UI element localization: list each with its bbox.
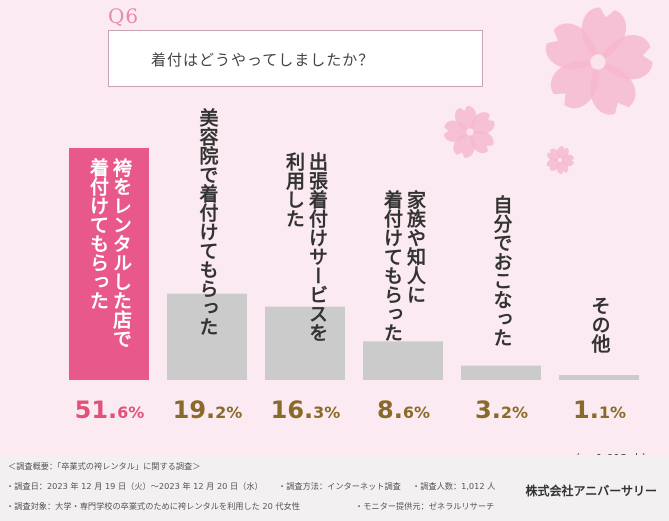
bar-4 xyxy=(461,365,541,380)
cherry-blossom-medium xyxy=(443,105,495,158)
cherry-blossom-large xyxy=(545,7,653,115)
bar-2 xyxy=(265,306,345,380)
value-label-4-fraction: 2% xyxy=(500,403,528,422)
bar-label-4: 自分でおこなった xyxy=(490,195,513,347)
value-label-2-whole: 16. xyxy=(270,396,314,424)
bar-1 xyxy=(167,293,247,380)
value-label-3: 8.6% xyxy=(356,396,451,424)
footer-overview: ＜調査概要：「卒業式の袴レンタル」に関する調査＞ xyxy=(8,461,201,471)
value-label-2-fraction: 3% xyxy=(313,403,341,422)
footer-respondents: ・調査人数：1,012 人 xyxy=(412,481,496,491)
bar-label-5-line-0: その他 xyxy=(588,296,611,353)
bar-label-0-line-1: 着付けてもらった xyxy=(87,158,109,310)
bar-label-0-line-0: 袴をレンタルした店で xyxy=(110,158,132,348)
cherry-blossom-decoration xyxy=(443,7,653,174)
cherry-blossom-small xyxy=(546,146,575,174)
bar-label-3: 家族や知人に 着付けてもらった xyxy=(380,190,426,342)
value-label-3-fraction: 6% xyxy=(402,403,430,422)
bar-3 xyxy=(363,341,443,380)
value-label-5-fraction: 1% xyxy=(598,403,626,422)
bar-label-4-line-0: 自分でおこなった xyxy=(490,195,513,347)
footer-target: ・調査対象：大学・専門学校の卒業式のために袴レンタルを利用した 20 代女性 xyxy=(6,501,300,511)
bar-0 xyxy=(69,148,149,380)
value-label-4: 3.2% xyxy=(454,396,549,424)
value-label-2: 16.3% xyxy=(258,396,353,424)
company-name: 株式会社アニバーサリー xyxy=(525,484,657,498)
bar-label-2: 出張着付けサービスを 利用した xyxy=(282,152,328,342)
footer-method: ・調査方法：インターネット調査 xyxy=(278,481,401,491)
question-number: Q6 xyxy=(108,4,140,28)
bar-label-3-line-0: 家族や知人に xyxy=(404,190,426,304)
bar-label-2-line-0: 出張着付けサービスを xyxy=(306,152,328,342)
question-box: 着付はどうやってしましたか？ xyxy=(108,30,483,87)
value-label-0-fraction: 6% xyxy=(117,403,145,422)
value-label-1: 19.2% xyxy=(160,396,255,424)
value-label-5: 1.1% xyxy=(552,396,647,424)
survey-footer: ＜調査概要：「卒業式の袴レンタル」に関する調査＞ ・調査日：2023 年 12 … xyxy=(0,455,669,521)
bar-label-1: 美容院で着付けてもらった xyxy=(196,108,219,336)
value-label-1-fraction: 2% xyxy=(215,403,243,422)
value-label-4-whole: 3. xyxy=(475,396,501,424)
footer-date: ・調査日：2023 年 12 月 19 日（火）〜2023 年 12 月 20 … xyxy=(6,481,263,491)
bar-5 xyxy=(559,375,639,380)
bar-label-0: 袴をレンタルした店で 着付けてもらった xyxy=(86,158,132,348)
value-label-0-whole: 51. xyxy=(74,396,118,424)
value-label-0: 51.6% xyxy=(62,396,157,424)
bar-label-1-line-0: 美容院で着付けてもらった xyxy=(196,108,219,336)
bar-label-5: その他 xyxy=(588,296,611,353)
value-label-3-whole: 8. xyxy=(377,396,403,424)
question-text: 着付はどうやってしましたか？ xyxy=(151,51,375,69)
bar-label-2-line-1: 利用した xyxy=(283,152,305,228)
bar-label-3-line-1: 着付けてもらった xyxy=(381,190,403,342)
value-label-5-whole: 1. xyxy=(573,396,599,424)
bar-chart xyxy=(69,148,639,380)
footer-provider: ・モニター提供元：ゼネラルリサーチ xyxy=(355,501,495,511)
value-label-1-whole: 19. xyxy=(172,396,216,424)
